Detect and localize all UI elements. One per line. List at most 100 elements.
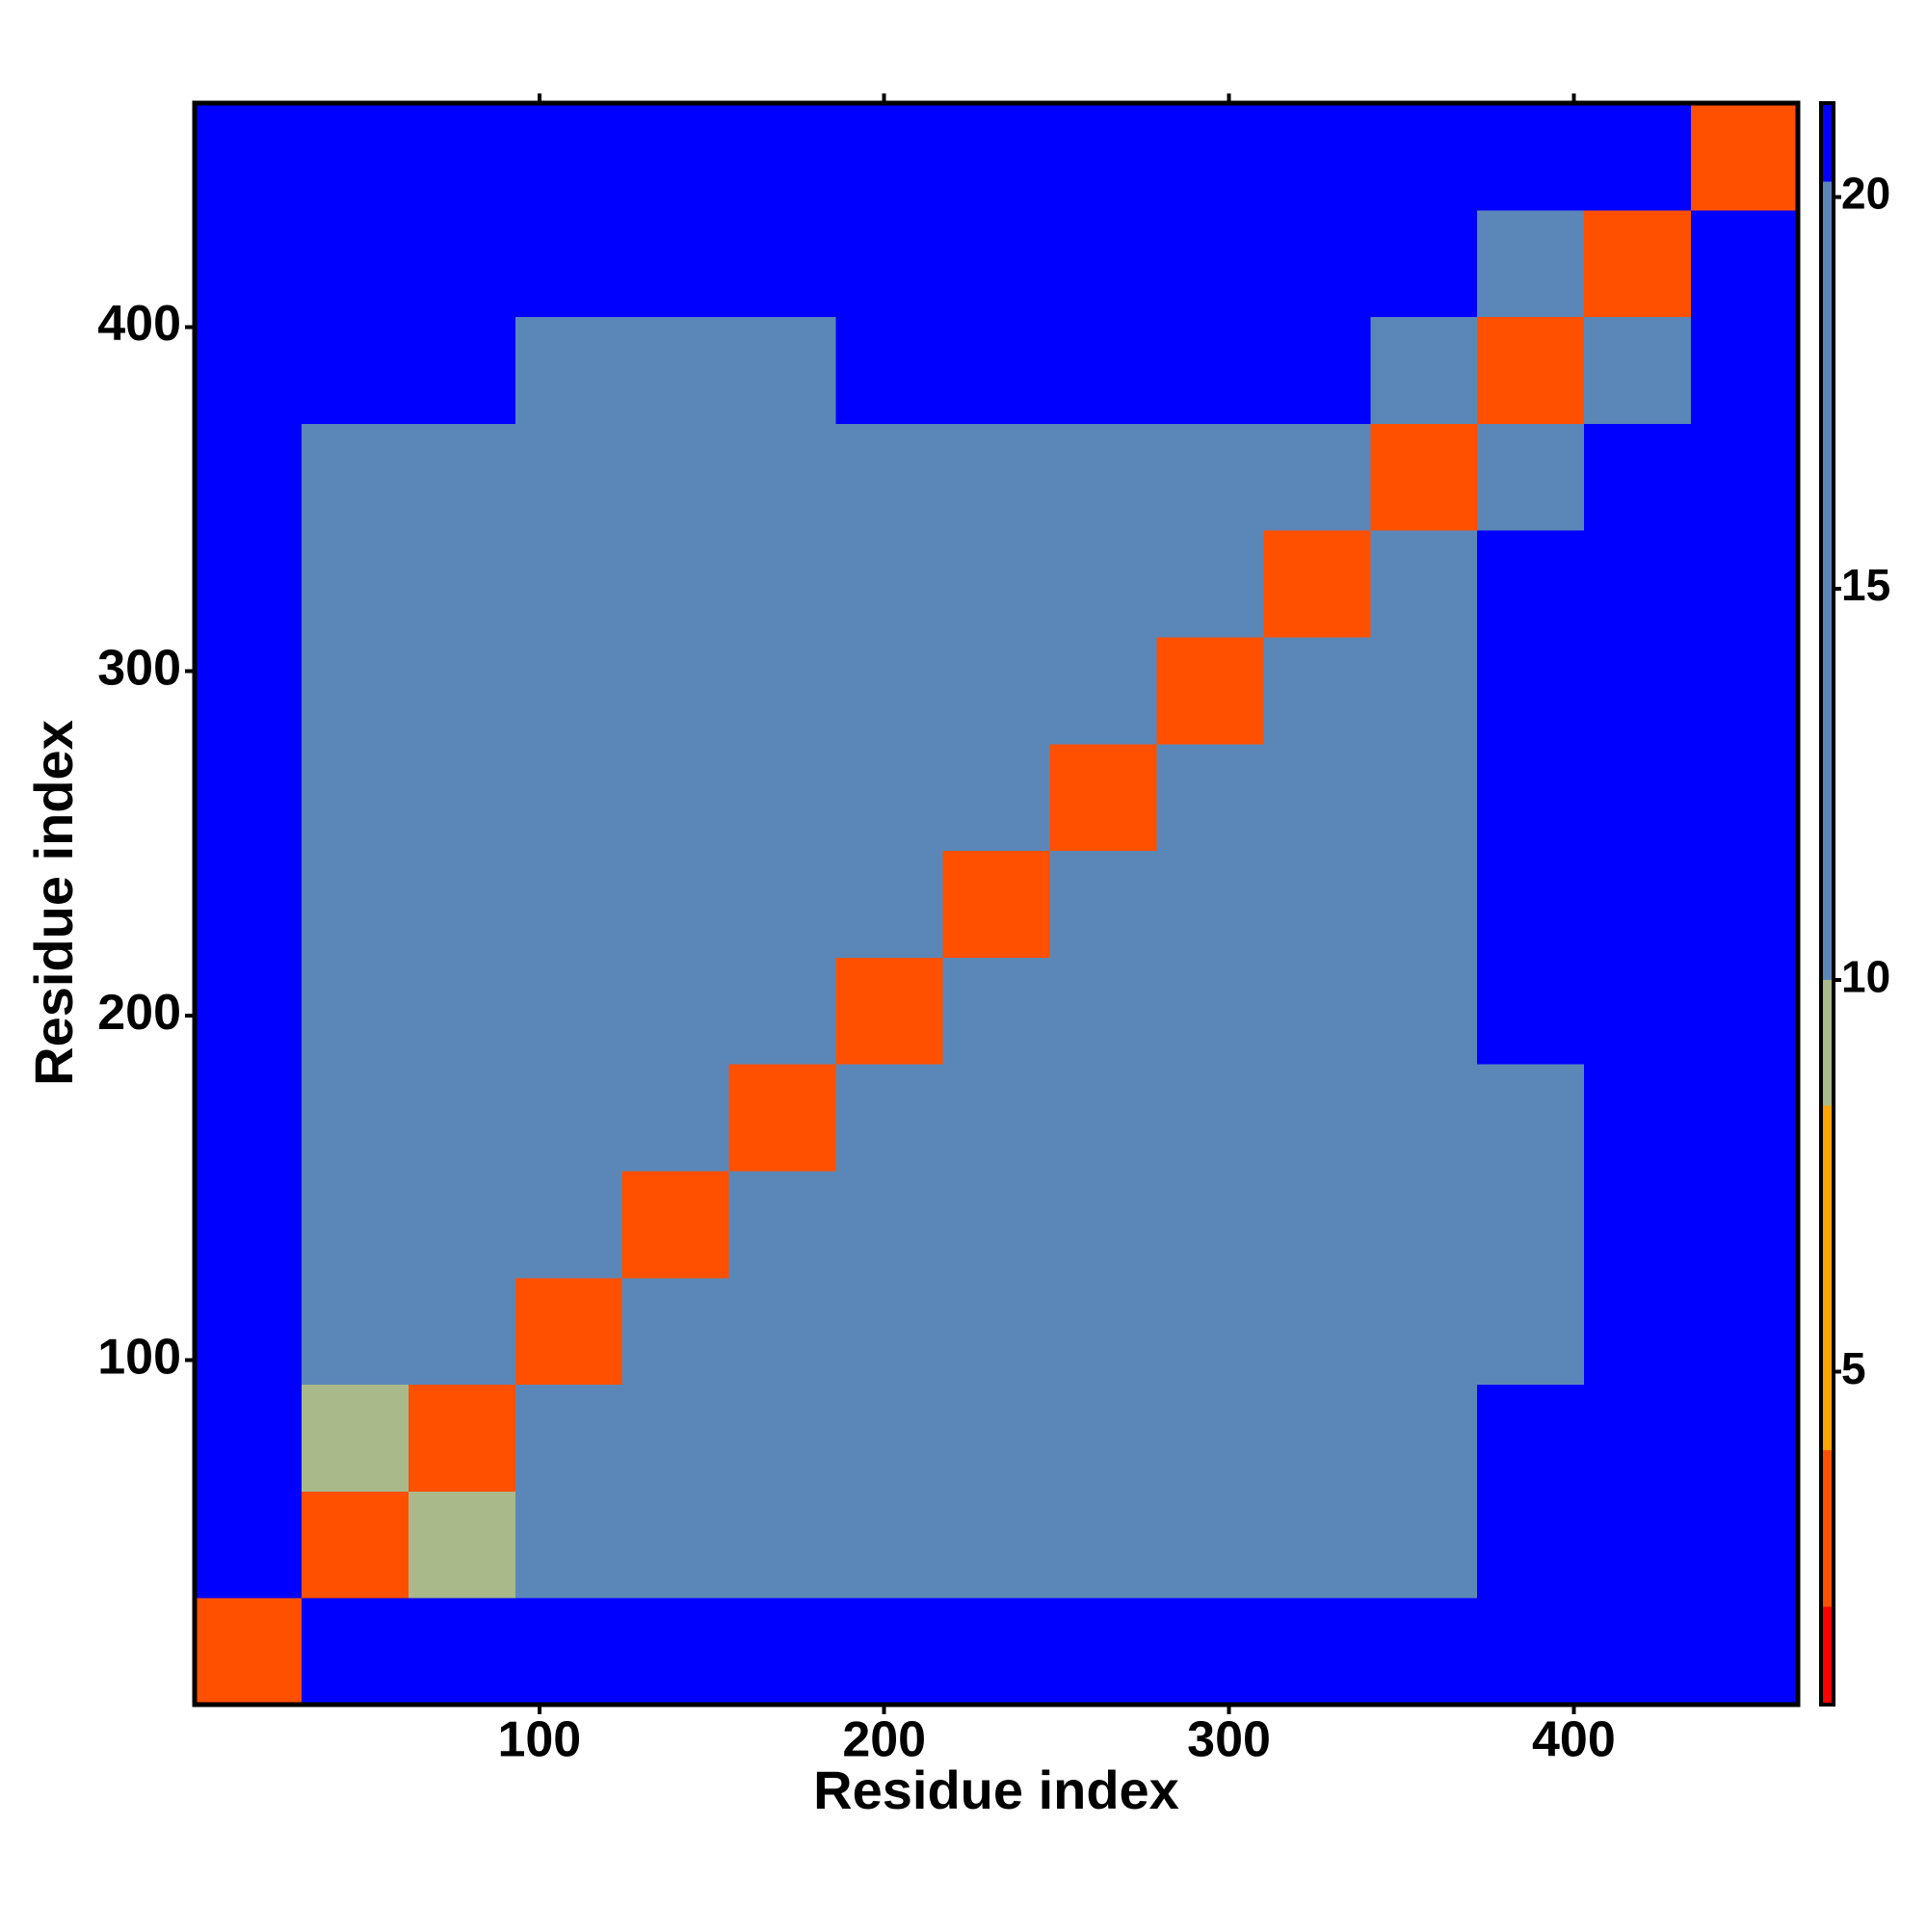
heatmap-cell [942,957,1050,1065]
heatmap-cell [195,1598,303,1706]
heatmap-cell [835,423,944,531]
x-tick-label: 300 [1187,1712,1271,1768]
heatmap-cell [1584,850,1692,958]
heatmap-cell [1477,1384,1585,1492]
heatmap-cell [195,957,303,1065]
heatmap-cell [1691,850,1799,958]
heatmap-cell [1049,1384,1157,1492]
heatmap-cell [1049,637,1157,745]
heatmap-cell [301,103,409,211]
heatmap-cell [301,1491,409,1599]
heatmap-cell [1477,637,1585,745]
colorbar-tick-label: 20 [1841,169,1890,219]
heatmap-cell [1156,1064,1264,1172]
heatmap-cell [942,1277,1050,1386]
heatmap-cell [942,1384,1050,1492]
heatmap-cell [1370,1277,1478,1386]
heatmap-cell [1049,103,1157,211]
heatmap-cell [728,530,837,638]
heatmap-cell [728,103,837,211]
heatmap-cell [1584,1491,1692,1599]
heatmap-cell [1477,743,1585,852]
heatmap-cell [1584,1598,1692,1706]
colorbar-segment [1821,1449,1834,1607]
heatmap-cell [1584,743,1692,852]
heatmap-cell [1691,209,1799,318]
heatmap-cell [835,1598,944,1706]
heatmap-cell [1049,957,1157,1065]
heatmap-cell [301,743,409,852]
heatmap-cell [728,850,837,958]
x-axis-label: Residue index [813,1760,1179,1820]
y-tick-label: 100 [97,1329,181,1385]
heatmap-cell [1691,316,1799,424]
heatmap-cell [835,530,944,638]
heatmap-cell [408,1598,516,1706]
heatmap-cell [942,850,1050,958]
heatmap-cell [621,1598,730,1706]
colorbar-segment [1821,181,1834,981]
heatmap-cell [1477,103,1585,211]
heatmap-cell [515,1384,623,1492]
heatmap-cell [1263,103,1371,211]
heatmap-cell [835,743,944,852]
heatmap-cell [301,957,409,1065]
heatmap-cell [1370,957,1478,1065]
heatmap-cell [408,1171,516,1279]
heatmap-cell [621,103,730,211]
heatmap-cell [1156,850,1264,958]
heatmap-cell [942,316,1050,424]
heatmap-cell [1263,1384,1371,1492]
heatmap-cell [1156,209,1264,318]
heatmap-cell [195,103,303,211]
heatmap-cell [301,209,409,318]
heatmap-cell [515,316,623,424]
heatmap-cell [1263,1491,1371,1599]
heatmap-cell [621,1171,730,1279]
heatmap-cell [195,637,303,745]
heatmap-cell [1263,423,1371,531]
heatmap-cell [1156,637,1264,745]
heatmap-cell [515,530,623,638]
heatmap-cell [621,1064,730,1172]
heatmap-cell [728,957,837,1065]
heatmap-cell [515,743,623,852]
heatmap-cell [1156,1491,1264,1599]
heatmap-cell [1477,423,1585,531]
heatmap-cell [1370,316,1478,424]
heatmap-cell [1156,1384,1264,1492]
heatmap-cell [1049,209,1157,318]
x-tick-label: 400 [1532,1712,1616,1768]
heatmap-cell [728,637,837,745]
plot-frame [192,100,1801,1707]
heatmap-cell [1691,103,1799,211]
heatmap-cell [1691,1491,1799,1599]
heatmap-cell [728,1064,837,1172]
heatmap-cell [1263,1064,1371,1172]
heatmap-cell [1370,209,1478,318]
heatmap-cell [515,423,623,531]
heatmap-cell [728,1277,837,1386]
heatmap-cell [1477,1598,1585,1706]
heatmap-cell [301,1598,409,1706]
heatmap-cell [1370,103,1478,211]
y-tick-label: 300 [97,640,181,696]
heatmap-cell [195,1064,303,1172]
heatmap-cell [835,1171,944,1279]
heatmap-cell [1691,530,1799,638]
heatmap-cell [621,423,730,531]
heatmap-cell [621,1277,730,1386]
heatmap-cell [515,1491,623,1599]
heatmap-cell [1584,209,1692,318]
heatmap-cell [195,850,303,958]
heatmap-cell [1049,1277,1157,1386]
heatmap-cell [515,209,623,318]
heatmap-cell [1156,1171,1264,1279]
heatmap-cell [408,209,516,318]
heatmap-cell [515,637,623,745]
heatmap-cell [1263,850,1371,958]
heatmap-cell [1477,957,1585,1065]
heatmap-cell [195,209,303,318]
heatmap-cell [408,1064,516,1172]
heatmap-cell [1049,1598,1157,1706]
